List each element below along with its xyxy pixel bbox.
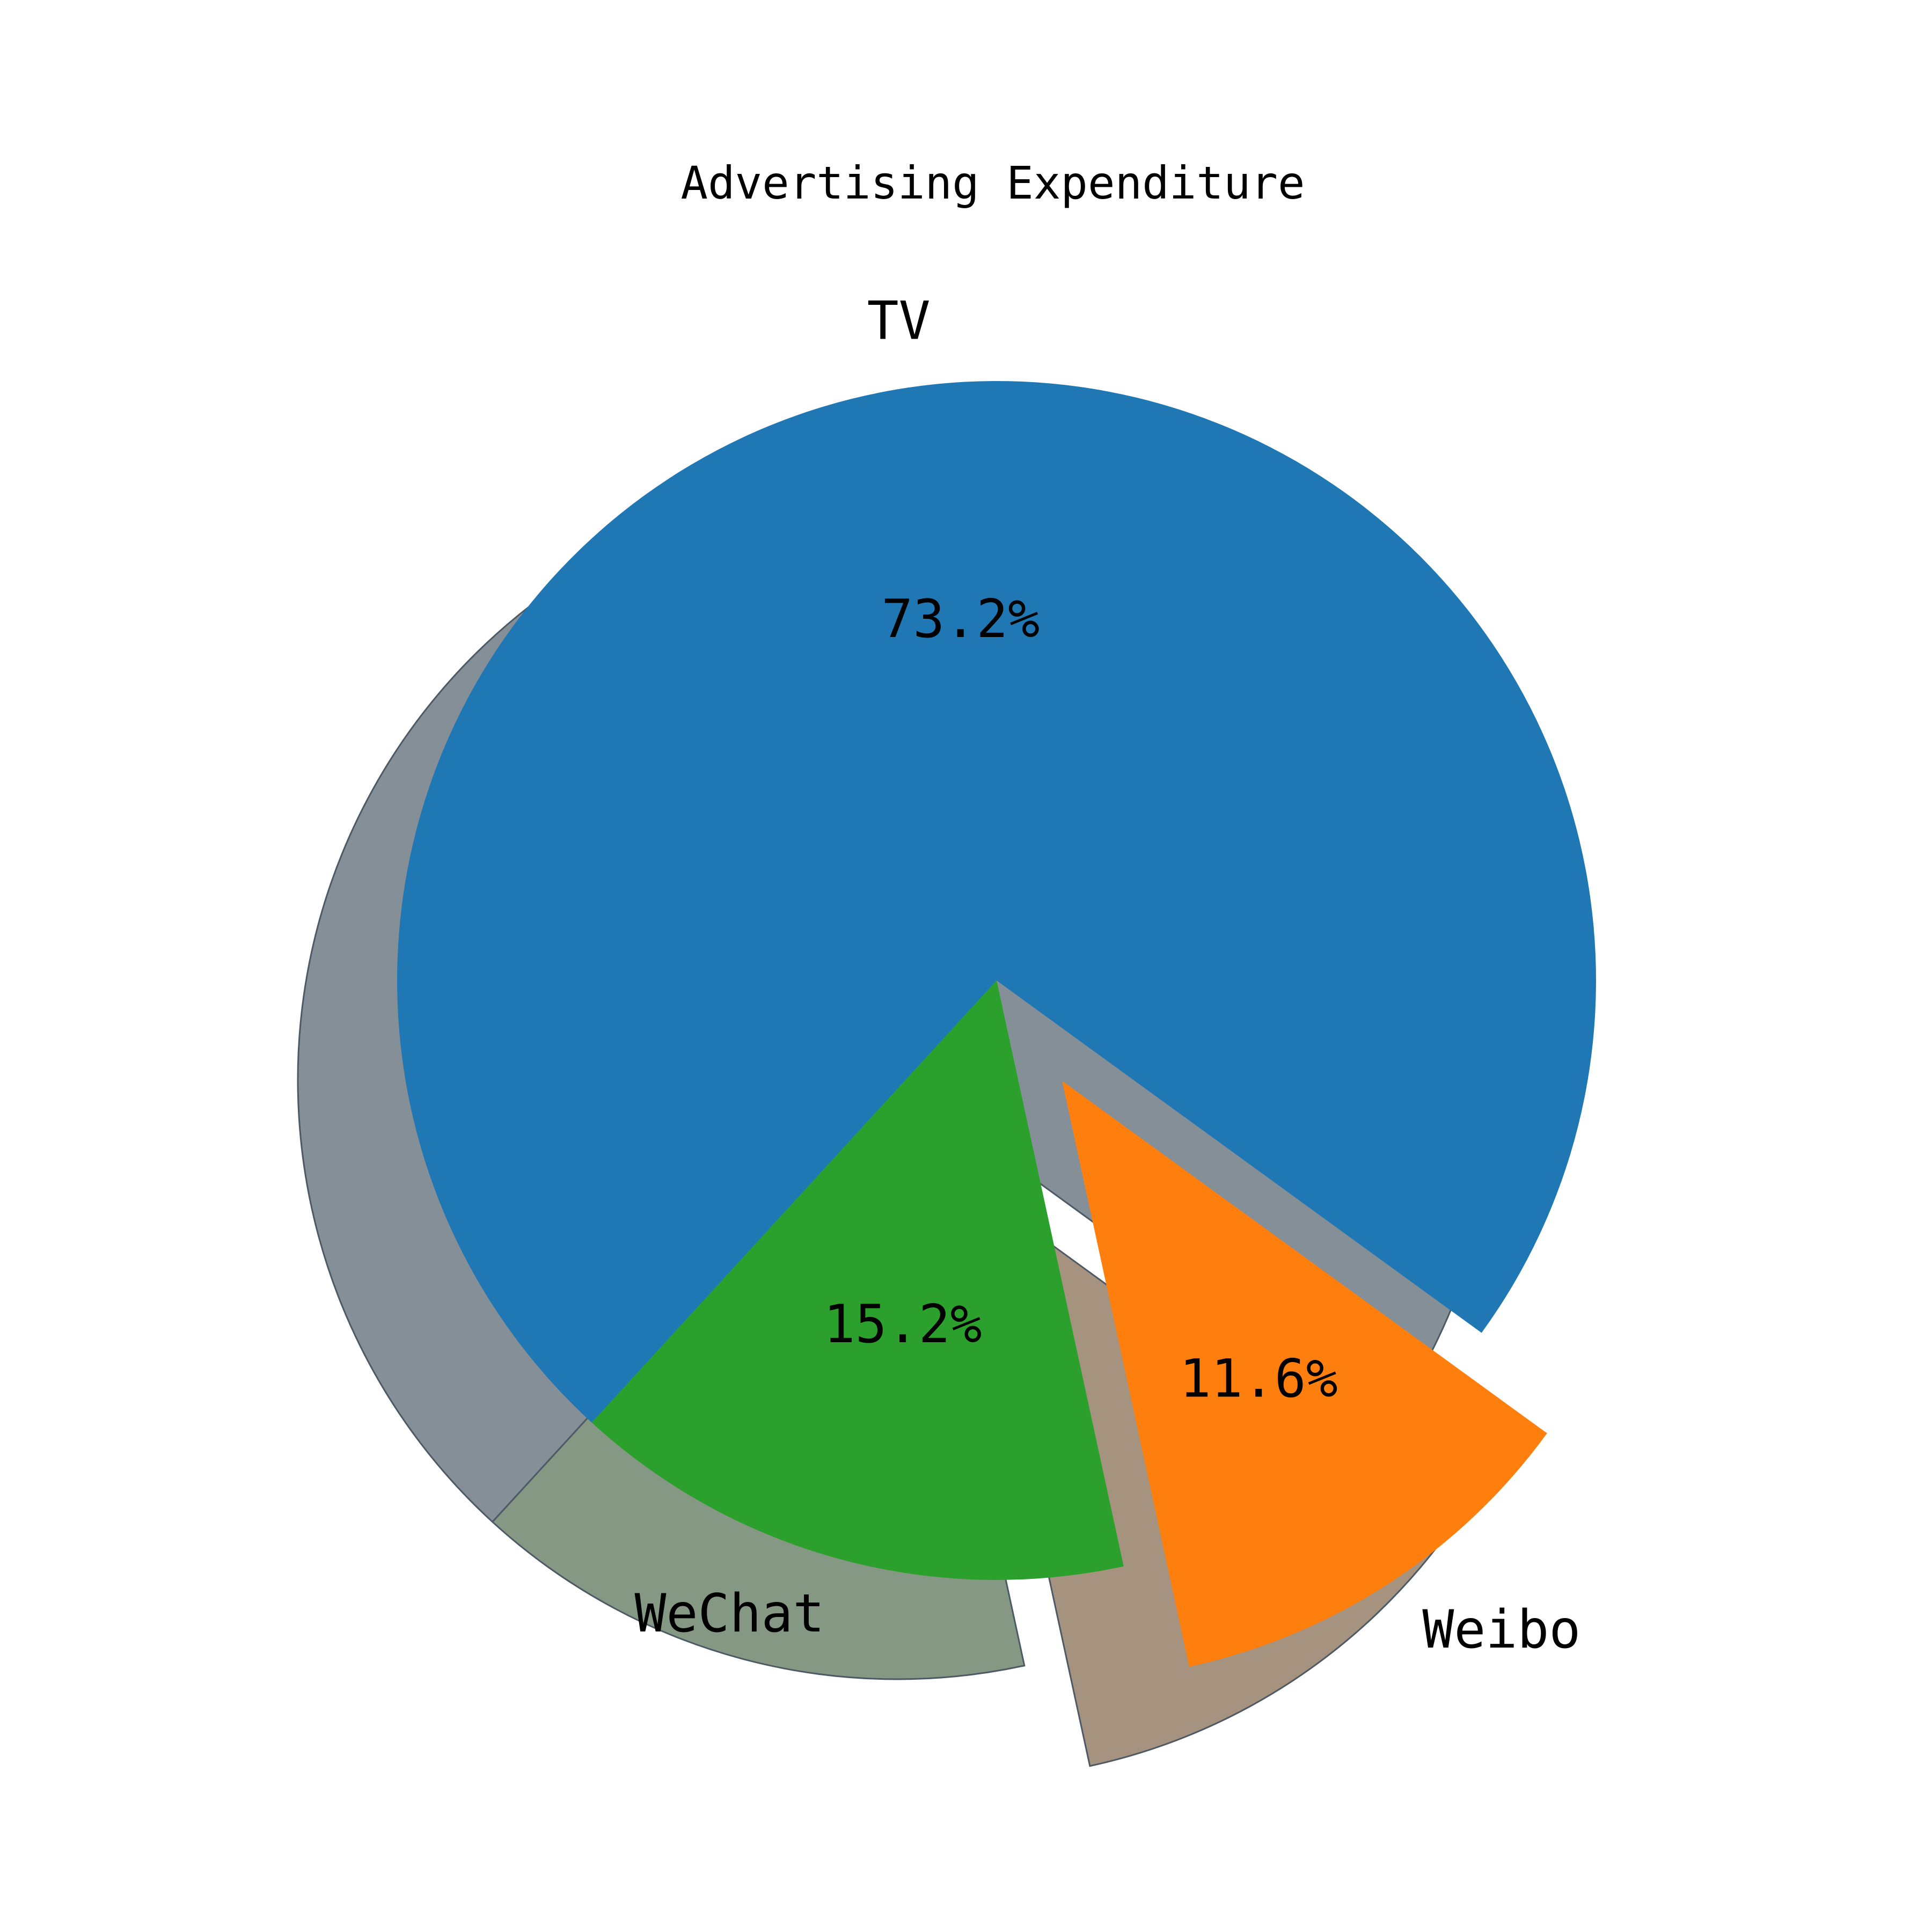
slice-label-weibo: Weibo	[1422, 1599, 1580, 1660]
pie-slice-weibo	[1062, 1081, 1547, 1667]
slice-layer	[397, 380, 1596, 1667]
percent-label-wechat: 15.2%	[824, 1294, 982, 1355]
slice-label-wechat: WeChat	[634, 1583, 824, 1644]
percent-label-weibo: 11.6%	[1180, 1348, 1338, 1409]
percent-label-tv: 73.2%	[881, 589, 1040, 650]
chart-title: Advertising Expenditure	[680, 157, 1305, 209]
label-layer: TV 73.2% WeChat 15.2% Weibo 11.6%	[634, 290, 1580, 1660]
slice-label-tv: TV	[867, 290, 931, 352]
pie-slice-tv	[397, 380, 1596, 1423]
pie-slice-wechat	[591, 980, 1124, 1580]
